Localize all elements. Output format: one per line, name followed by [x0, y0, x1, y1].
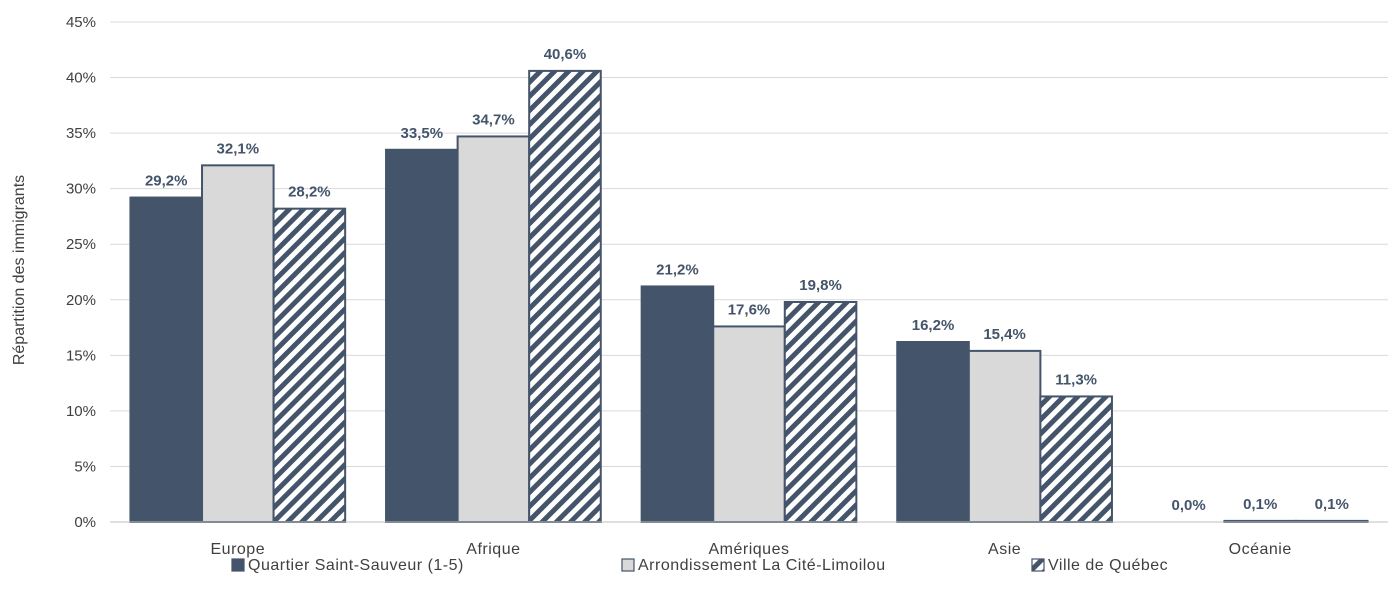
- bar: [385, 148, 459, 523]
- legend-swatch: [621, 558, 635, 572]
- bar: [896, 341, 970, 523]
- data-label: 28,2%: [288, 184, 331, 201]
- data-label: 11,3%: [1055, 371, 1097, 388]
- data-label: 29,2%: [145, 173, 188, 190]
- data-label: 32,1%: [217, 140, 260, 157]
- y-tick-label: 40%: [66, 70, 96, 87]
- y-tick-label: 25%: [66, 236, 96, 253]
- bar: [1039, 395, 1113, 524]
- data-label: 33,5%: [401, 125, 444, 142]
- y-tick-label: 35%: [66, 125, 96, 142]
- data-label: 15,4%: [983, 326, 1026, 343]
- data-label: 0,1%: [1243, 496, 1277, 513]
- bar: [456, 135, 531, 523]
- data-label: 0,1%: [1315, 496, 1349, 513]
- data-label: 0,0%: [1172, 497, 1206, 514]
- data-label: 19,8%: [799, 277, 842, 294]
- y-tick-label: 5%: [74, 458, 96, 475]
- legend-label: Quartier Saint-Sauveur (1-5): [248, 557, 464, 574]
- data-label: 40,6%: [544, 46, 587, 63]
- bar: [272, 207, 347, 524]
- bar: [712, 325, 786, 524]
- legend-swatch: [1031, 558, 1045, 572]
- data-label: 34,7%: [472, 111, 515, 128]
- bar: [967, 349, 1042, 523]
- x-tick-label: Afrique: [466, 541, 520, 558]
- y-tick-label: 10%: [66, 403, 96, 420]
- axes: 0% 5% 10% 15% 20% 25% 30% 35% 40% 45% Europe Afriqu…: [66, 14, 1388, 558]
- y-axis-title: Répartition des immigrants: [11, 175, 28, 365]
- x-tick-label: Amériques: [709, 541, 790, 558]
- bar: [528, 69, 602, 523]
- y-tick-label: 15%: [66, 347, 96, 364]
- bar: [201, 164, 275, 523]
- bars: [129, 69, 1369, 524]
- bar: [640, 285, 715, 524]
- x-tick-label: Europe: [211, 541, 266, 558]
- y-tick-label: 45%: [66, 14, 96, 31]
- bar: [783, 301, 858, 523]
- data-label: 16,2%: [912, 317, 955, 334]
- legend-label: Arrondissement La Cité-Limoilou: [638, 557, 886, 574]
- bar: [129, 196, 204, 524]
- x-tick-label: Asie: [988, 541, 1021, 558]
- data-label: 21,2%: [656, 261, 699, 278]
- y-tick-label: 20%: [66, 292, 96, 309]
- legend: Quartier Saint-Sauveur (1-5) Arrondisseme…: [231, 557, 1168, 574]
- legend-swatch: [231, 558, 245, 572]
- y-tick-label: 30%: [66, 181, 96, 198]
- legend-label: Ville de Québec: [1048, 557, 1168, 574]
- data-labels: 29,2% 32,1% 28,2% 33,5% 34,7% 40,6% 21,2% 17,6%…: [145, 46, 1349, 514]
- data-label: 17,6%: [728, 301, 771, 318]
- x-tick-label: Océanie: [1229, 541, 1292, 558]
- y-tick-label: 0%: [74, 514, 96, 531]
